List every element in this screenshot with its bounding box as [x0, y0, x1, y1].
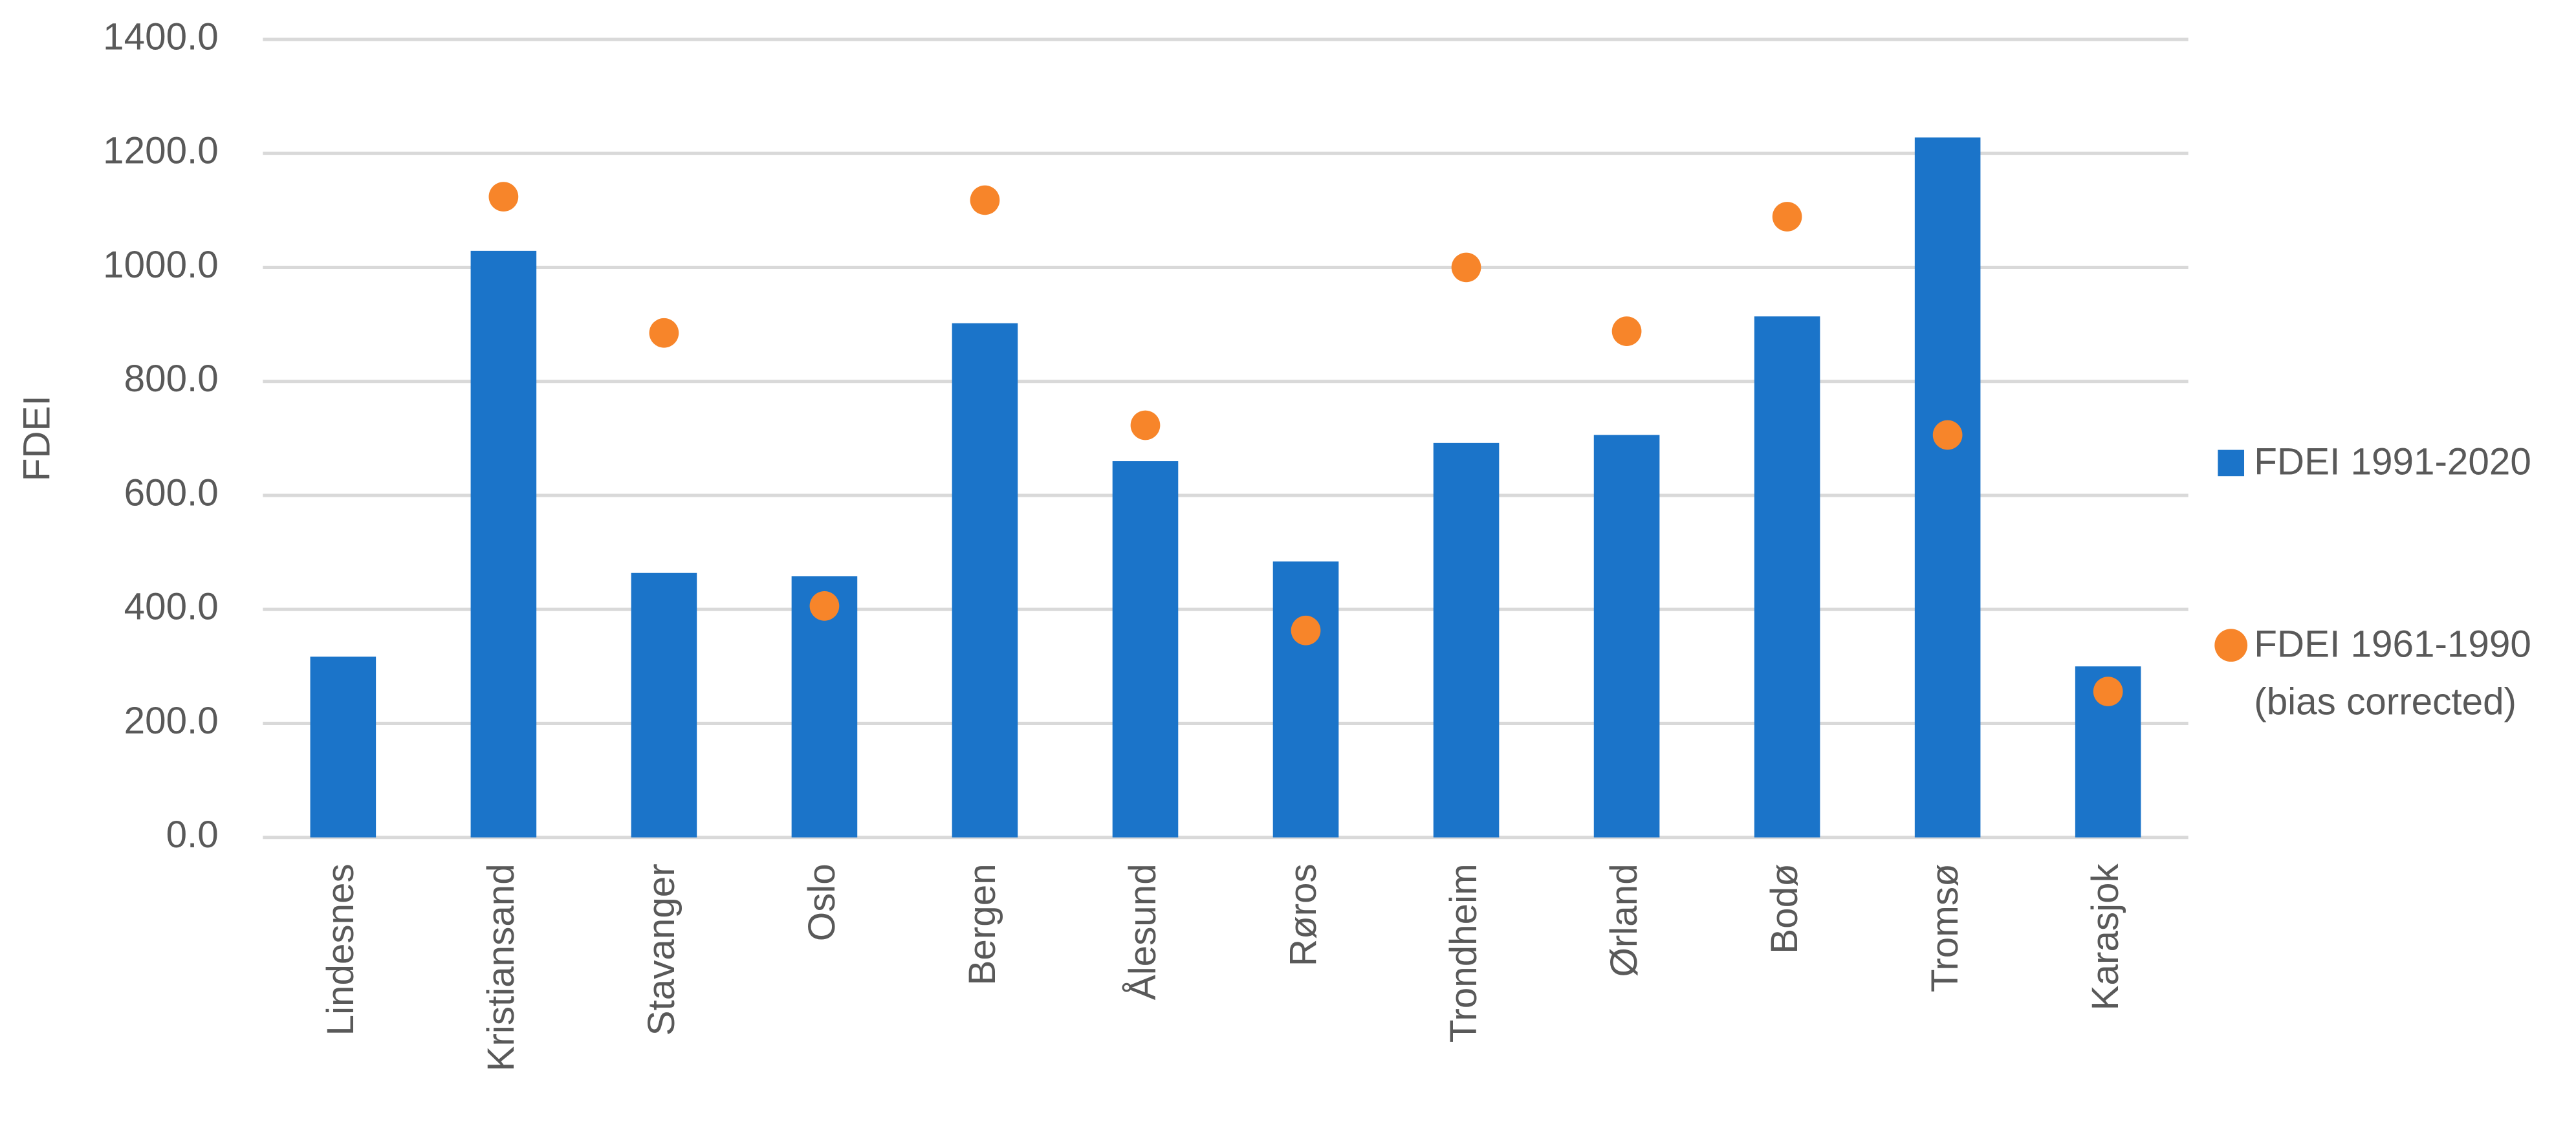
- x-tick-label: Bodø: [1763, 863, 1806, 954]
- dot: [1451, 252, 1481, 283]
- dot: [1772, 202, 1802, 232]
- x-tick-label: Tromsø: [1924, 863, 1966, 992]
- legend-entry: FDEI 1961-1990 (bias corrected): [2254, 622, 2531, 722]
- y-tick-label: 400.0: [124, 586, 219, 628]
- x-tick-label: Stavanger: [640, 863, 682, 1036]
- legend-swatch: [2214, 629, 2248, 662]
- bar: [1914, 137, 1981, 838]
- legend-label: FDEI 1991-2020: [2254, 440, 2531, 483]
- x-tick-label: Ålesund: [1122, 863, 1164, 1000]
- y-tick-label: 1000.0: [103, 244, 219, 286]
- x-tick-label: Ørland: [1603, 863, 1645, 977]
- bar: [631, 572, 697, 838]
- dot: [649, 318, 679, 348]
- bar: [470, 250, 537, 838]
- dot: [1611, 316, 1642, 346]
- y-tick-label: 200.0: [124, 700, 219, 742]
- legend-swatch: [2218, 450, 2245, 477]
- legend-entry: FDEI 1991-2020: [2254, 440, 2531, 483]
- dot: [2093, 677, 2123, 706]
- y-tick-label: 800.0: [124, 358, 219, 400]
- x-tick-label: Røros: [1282, 863, 1324, 966]
- y-tick-label: 1200.0: [103, 130, 219, 172]
- bar: [1112, 461, 1179, 838]
- bar: [1754, 316, 1820, 838]
- dot: [970, 185, 1000, 215]
- legend-label: FDEI 1961-1990 (bias corrected): [2254, 622, 2531, 722]
- bar: [310, 656, 377, 838]
- bar: [952, 323, 1018, 838]
- x-tick-label: Kristiansand: [480, 863, 522, 1071]
- y-axis-title: FDEI: [16, 395, 58, 481]
- x-tick-label: Karasjok: [2084, 863, 2126, 1010]
- y-tick-label: 1400.0: [103, 16, 219, 58]
- bar: [1272, 561, 1339, 838]
- dot: [1130, 410, 1161, 440]
- x-tick-label: Bergen: [961, 863, 1003, 985]
- y-tick-label: 0.0: [166, 814, 219, 856]
- x-tick-label: Trondheim: [1443, 863, 1485, 1043]
- x-tick-label: Oslo: [801, 863, 843, 941]
- bar: [1433, 442, 1500, 838]
- dot: [809, 591, 840, 621]
- dot: [1932, 420, 1963, 450]
- y-tick-label: 600.0: [124, 472, 219, 514]
- bar: [1593, 435, 1660, 838]
- x-tick-label: Lindesnes: [320, 863, 362, 1036]
- dot: [488, 182, 519, 212]
- dot: [1291, 615, 1321, 645]
